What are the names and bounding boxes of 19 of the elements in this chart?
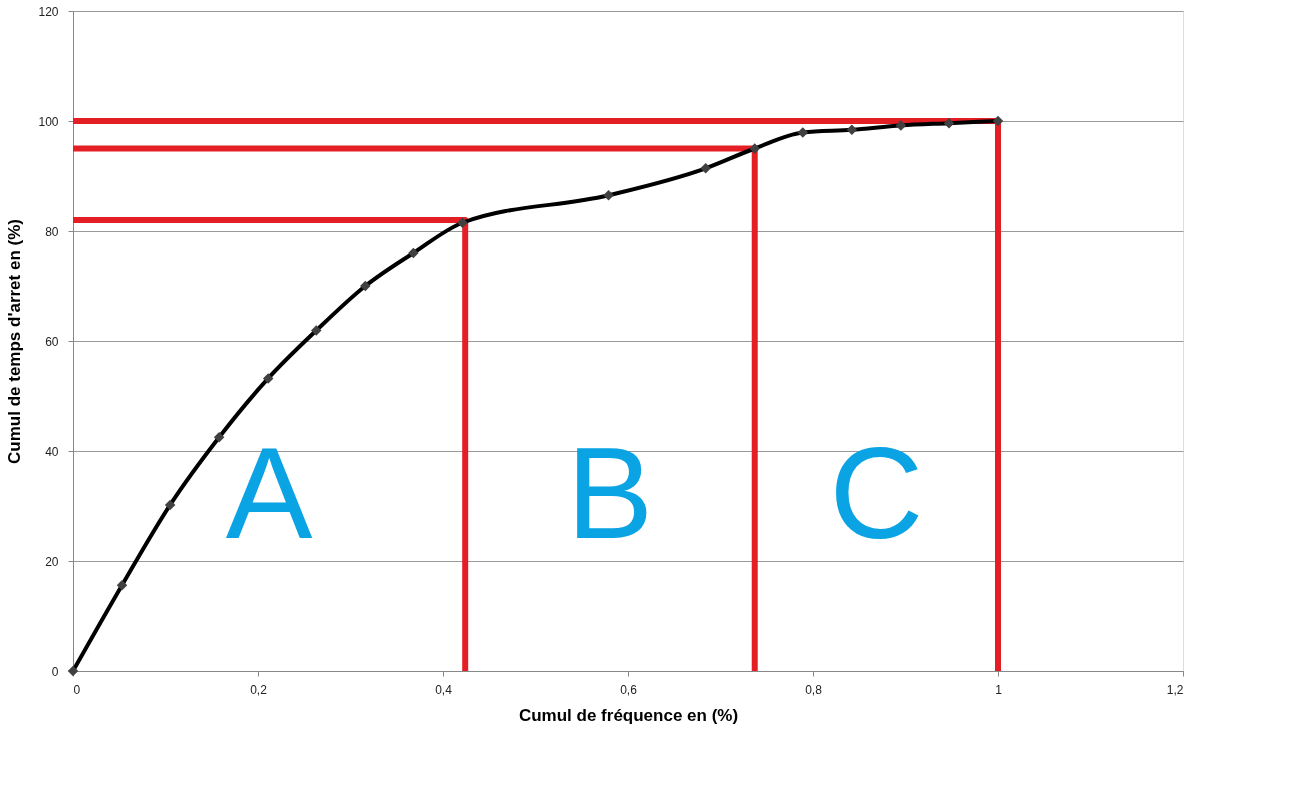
y-axis-title: Cumul de temps d'arret en (%) bbox=[5, 219, 25, 464]
x-tick-label: 0,8 bbox=[805, 682, 823, 697]
x-tick-label: 0,2 bbox=[250, 682, 268, 697]
x-tick-label: 1 bbox=[995, 682, 1003, 697]
y-tick-label: 40 bbox=[45, 444, 59, 459]
y-tick-label: 100 bbox=[38, 114, 59, 129]
y-tick-label: 120 bbox=[38, 4, 59, 19]
y-tick-label: 60 bbox=[45, 334, 59, 349]
x-tick-label: 0,4 bbox=[435, 682, 453, 697]
x-axis-title: Cumul de fréquence en (%) bbox=[518, 705, 739, 725]
x-tick-label: 0,6 bbox=[620, 682, 638, 697]
y-tick-label: 80 bbox=[45, 224, 59, 239]
annotation: A bbox=[225, 420, 313, 567]
y-tick-label: 20 bbox=[45, 554, 59, 569]
annotation: B bbox=[566, 420, 654, 567]
y-tick-label: 0 bbox=[51, 664, 59, 679]
x-tick-label: 0 bbox=[73, 682, 81, 697]
x-tick-label: 1,2 bbox=[1166, 682, 1184, 697]
annotation: C bbox=[829, 420, 924, 567]
